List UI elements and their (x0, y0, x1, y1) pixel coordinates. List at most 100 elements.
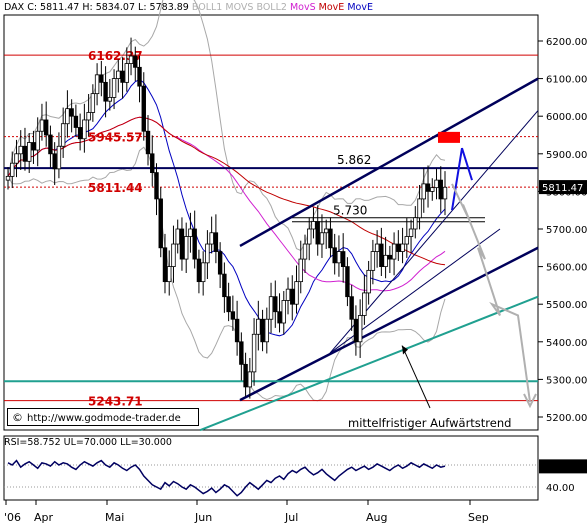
candle-body (281, 300, 286, 324)
moving-average-red (7, 116, 446, 266)
candle-body (27, 142, 32, 162)
candle-body (120, 70, 125, 83)
candle-body (247, 371, 253, 388)
plot-frame (3, 14, 539, 431)
price-level-label: 5945.57 (88, 131, 143, 145)
legend-movs2: MovS (289, 2, 316, 13)
candle-body (442, 186, 448, 200)
x-tick-label: Mai (105, 511, 124, 524)
candle-body (196, 258, 202, 283)
x-tick-label: Jul (284, 511, 298, 524)
candle-body (353, 318, 359, 343)
candle-body (226, 296, 231, 313)
candle-body (60, 123, 66, 147)
legend-close: C: 5811.47 (27, 2, 80, 13)
candle-body (285, 288, 291, 301)
candle-body (39, 119, 45, 132)
candle-body (340, 251, 346, 267)
candle-body (56, 145, 62, 170)
legend-low: L: 5783.89 (138, 2, 189, 13)
candle-body (430, 187, 435, 192)
copyright-text: http://www.godmode-trader.de (27, 413, 181, 424)
channel-lower (239, 246, 539, 402)
candle-body (5, 175, 11, 181)
candle-body (158, 198, 163, 249)
bollinger-upper (7, 0, 446, 252)
candle-body (128, 55, 134, 64)
candle-body (82, 119, 87, 140)
y-tick-label: 5600.00 (546, 263, 587, 274)
candle-body (213, 232, 219, 252)
candle-body (396, 243, 401, 252)
candle-body (234, 318, 240, 343)
candle-body (379, 243, 384, 267)
candle-body (18, 145, 23, 155)
candle-body (116, 70, 121, 80)
candle-body (307, 228, 312, 245)
candle-body (183, 236, 189, 260)
candle-body (256, 318, 261, 335)
rsi-legend: RSI=58.752 UL=70.000 LL=30.000 (4, 437, 172, 448)
candle-body (103, 81, 108, 102)
copyright-icon: © (12, 411, 23, 424)
price-level-label: 5811.44 (88, 181, 143, 195)
support-label: 5.730 (333, 204, 367, 218)
y-tick-label: 5200.00 (546, 413, 587, 424)
y-tick-label: 6000.00 (546, 112, 587, 123)
candle-body (137, 66, 142, 87)
candle-body (217, 251, 223, 275)
annotation-arrowhead (402, 345, 408, 355)
candle-body (175, 228, 180, 245)
candle-body (179, 228, 185, 260)
candle-body (107, 97, 113, 102)
legend-symbol: DAX (4, 2, 25, 13)
candle-body (65, 108, 70, 125)
candle-body (260, 318, 265, 343)
candle-body (324, 228, 329, 234)
candle-body (90, 93, 96, 113)
candle-body (319, 232, 325, 245)
candle-body (328, 228, 333, 249)
candle-body (192, 228, 197, 260)
candle-body (200, 262, 206, 283)
projection-arrow-blue (451, 147, 473, 211)
candle-body (111, 78, 117, 98)
legend-high: H: 5834.07 (82, 2, 136, 13)
legend-movs1: MOVS (225, 2, 254, 13)
midterm-trendline (199, 295, 539, 432)
candle-body (86, 112, 91, 121)
y-tick-label: 5500.00 (546, 300, 587, 311)
candle-body (273, 296, 278, 313)
candle-body (99, 74, 104, 83)
resistance-label: 5.862 (337, 153, 371, 167)
x-tick-label: Jun (194, 511, 212, 524)
legend-boll2: BOLL2 (256, 2, 287, 13)
rsi-frame (3, 435, 539, 501)
bollinger-lower (7, 146, 446, 402)
candle-body (362, 292, 367, 316)
candle-body (222, 273, 227, 298)
candle-body (349, 296, 354, 320)
candle-body (94, 74, 100, 95)
candle-body (383, 254, 388, 268)
x-tick-label: '06 (4, 511, 21, 524)
chart-legend: DAX C: 5811.47 H: 5834.07 L: 5783.89 BOL… (4, 2, 373, 14)
candle-body (69, 108, 74, 117)
candle-body (243, 363, 248, 388)
candle-body (14, 153, 19, 164)
candle-body (31, 142, 36, 151)
candle-body (387, 254, 393, 260)
candle-body (315, 221, 320, 245)
channel-upper (239, 77, 539, 248)
candle-body (150, 153, 155, 174)
candle-body (52, 153, 57, 170)
y-tick-label: 6200.00 (546, 37, 587, 48)
candle-body (277, 311, 282, 324)
candle-body (298, 258, 303, 283)
last-price-badge (539, 180, 587, 195)
candle-body (35, 130, 40, 151)
candle-body (434, 179, 439, 189)
candle-body (404, 236, 410, 245)
candle-body (391, 243, 397, 260)
